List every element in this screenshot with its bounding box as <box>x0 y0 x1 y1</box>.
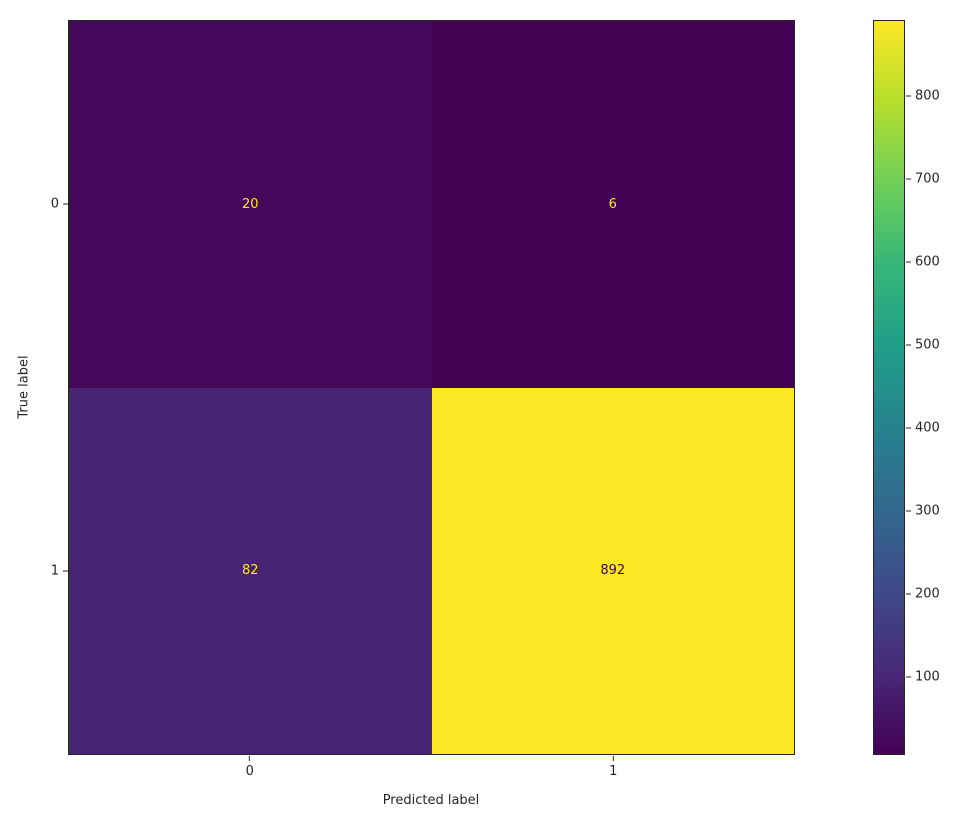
x-tick-1: 1 <box>609 756 617 778</box>
colorbar-tick-200: 200 <box>906 588 940 601</box>
matrix-cell-1-0: 82 <box>69 387 432 754</box>
colorbar-tick-label: 100 <box>915 669 940 685</box>
tick-mark <box>906 593 911 595</box>
tick-mark <box>906 676 911 678</box>
colorbar-tick-400: 400 <box>906 422 940 435</box>
tick-mark <box>612 756 614 761</box>
tick-mark <box>906 427 911 429</box>
x-axis-label: Predicted label <box>382 793 480 808</box>
tick-mark <box>906 344 911 346</box>
colorbar <box>873 20 905 755</box>
colorbar-tick-label: 400 <box>915 420 940 436</box>
cell-value: 892 <box>600 563 626 579</box>
colorbar-tick-300: 300 <box>906 505 940 518</box>
cell-value: 6 <box>608 196 617 212</box>
colorbar-tick-label: 300 <box>915 503 940 519</box>
x-tick-label: 0 <box>245 764 254 779</box>
tick-mark <box>906 510 911 512</box>
colorbar-tick-label: 200 <box>915 586 940 602</box>
colorbar-tick-700: 700 <box>906 173 940 186</box>
colorbar-tick-100: 100 <box>906 671 940 684</box>
colorbar-tick-label: 800 <box>915 88 940 104</box>
colorbar-tick-label: 700 <box>915 171 940 187</box>
colorbar-tick-600: 600 <box>906 256 940 269</box>
matrix-cell-1-1: 892 <box>431 387 794 754</box>
x-tick-label: 1 <box>609 764 618 779</box>
y-tick-label: 1 <box>50 563 59 579</box>
tick-mark <box>906 261 911 263</box>
x-tick-0: 0 <box>246 756 254 778</box>
colorbar-tick-label: 500 <box>915 337 940 353</box>
colorbar-tick-500: 500 <box>906 339 940 352</box>
colorbar-tick-800: 800 <box>906 90 940 103</box>
y-tick-0: 0 <box>0 197 68 210</box>
tick-mark <box>63 570 68 572</box>
matrix-cell-0-1: 6 <box>431 21 794 388</box>
tick-mark <box>63 203 68 205</box>
tick-mark <box>906 178 911 180</box>
tick-mark <box>249 756 251 761</box>
cell-value: 82 <box>241 563 259 579</box>
colorbar-gradient <box>874 21 904 754</box>
y-axis-label: True label <box>16 355 32 419</box>
matrix-cell-0-0: 20 <box>69 21 432 388</box>
y-tick-label: 0 <box>50 196 59 212</box>
cell-value: 20 <box>241 196 259 212</box>
y-tick-1: 1 <box>0 565 68 578</box>
tick-mark <box>906 95 911 97</box>
heatmap-plot-area: 20 6 82 892 <box>68 20 795 755</box>
colorbar-tick-label: 600 <box>915 254 940 270</box>
